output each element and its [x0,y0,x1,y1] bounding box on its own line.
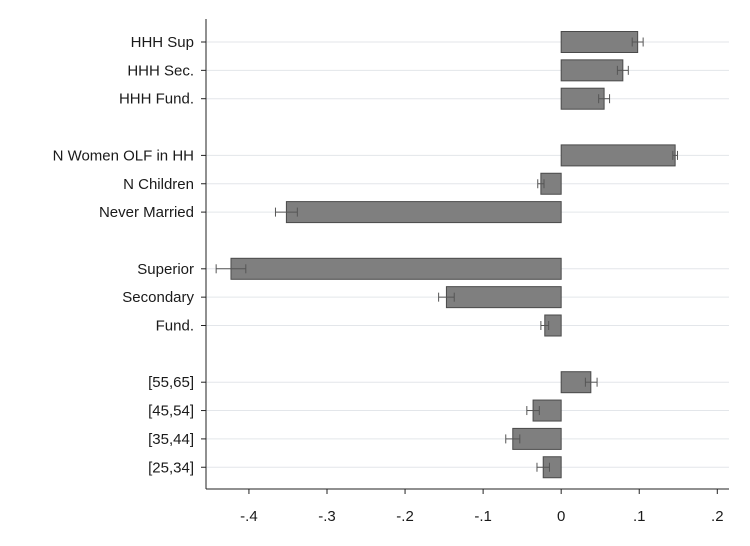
y-tick-label-35-44: [35,44] [148,431,194,448]
x-tick-label-4: 0 [557,508,565,525]
error-bar-45-54 [526,406,540,416]
x-tick-label-5: .1 [633,508,646,525]
error-bar-hhh-fund [598,94,611,104]
y-tick-label-secondary: Secondary [122,289,194,306]
y-tick-label-hhh-sup: HHH Sup [131,34,194,51]
bar-n-women-olf-in-hh [560,144,676,167]
bar-never-married [285,201,562,224]
error-bars [215,37,678,472]
y-tick-label-55-65: [55,65] [148,374,194,391]
x-tick-label-1: -.3 [318,508,336,525]
bars [230,31,676,479]
error-bar-superior [215,264,247,274]
y-tick-label-n-women-olf-in-hh: N Women OLF in HH [53,147,194,164]
error-bar-n-women-olf-in-hh [672,150,678,160]
error-bar-n-children [537,179,545,189]
y-axis-ticks: HHH Sup HHH Sec. HHH Fund. N Women OLF in H… [53,34,206,476]
y-tick-label-hhh-fund: HHH Fund. [119,91,194,108]
y-tick-label-25-34: [25,34] [148,459,194,476]
error-bar-fund [540,321,550,330]
error-bar-never-married [274,207,298,217]
bar-superior [230,257,562,280]
error-bar-hhh-sec [616,65,629,75]
x-tick-label-0: -.4 [240,508,258,525]
plot-background [206,19,729,489]
error-bar-hhh-sup [631,37,644,47]
bar-secondary [445,286,562,309]
y-tick-label-never-married: Never Married [99,204,194,221]
bar-hhh-sec [560,59,624,82]
x-tick-label-6: .2 [711,508,724,525]
y-tick-label-fund: Fund. [156,318,194,335]
y-tick-label-hhh-sec: HHH Sec. [127,62,194,79]
error-bar-35-44 [505,434,521,444]
y-tick-label-45-54: [45,54] [148,403,194,420]
y-tick-label-n-children: N Children [123,176,194,193]
bar-hhh-fund [560,87,605,110]
error-bar-55-65 [584,377,598,387]
bar-hhh-sup [560,31,639,53]
x-axis-ticks: -.4 -.3 -.2 -.1 0 .1 .2 [240,489,724,525]
x-tick-label-2: -.2 [396,508,414,525]
y-tick-label-superior: Superior [137,261,194,278]
error-bar-25-34 [536,462,550,472]
error-bar-secondary [438,292,455,302]
x-tick-label-3: -.1 [474,508,492,525]
